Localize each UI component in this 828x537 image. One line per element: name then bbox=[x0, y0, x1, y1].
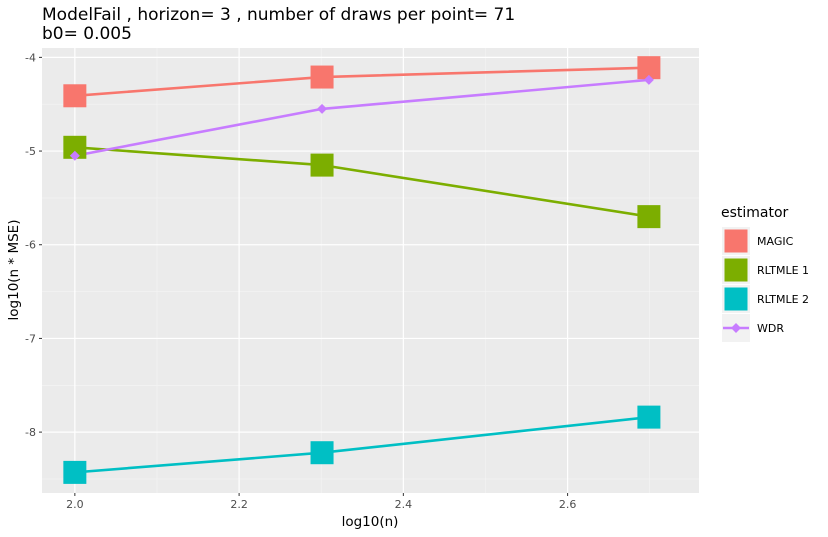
data-point-rltmle-1 bbox=[63, 135, 87, 159]
data-point-magic bbox=[637, 56, 661, 80]
legend-marker-wdr bbox=[731, 323, 741, 333]
x-tick-label: 2.0 bbox=[66, 498, 84, 511]
x-tick-label: 2.2 bbox=[230, 498, 248, 511]
data-point-wdr bbox=[643, 74, 654, 85]
x-tick-label: 2.6 bbox=[559, 498, 577, 511]
chart-subtitle: b0= 0.005 bbox=[42, 24, 132, 44]
legend-marker-magic bbox=[724, 229, 748, 253]
legend-label-rltmle-1: RLTMLE 1 bbox=[757, 264, 809, 277]
legend-marker-rltmle-2 bbox=[724, 287, 748, 311]
y-axis-title: log10(n * MSE) bbox=[6, 220, 22, 321]
x-axis-title: log10(n) bbox=[342, 514, 399, 530]
legend-marker-rltmle-1 bbox=[724, 258, 748, 282]
axes: -8 -7 -6 -5 -4 2.0 2.2 2.4 2.6 bbox=[25, 51, 576, 511]
data-point-magic bbox=[63, 84, 87, 108]
data-point-rltmle-2 bbox=[310, 441, 334, 465]
data-point-rltmle-2 bbox=[637, 405, 661, 429]
data-point-rltmle-1 bbox=[637, 205, 661, 229]
data-point-wdr bbox=[69, 150, 80, 161]
y-tick-label: -7 bbox=[25, 332, 36, 345]
legend-title: estimator bbox=[721, 205, 789, 221]
series-points bbox=[63, 56, 661, 484]
data-point-wdr bbox=[317, 103, 328, 114]
x-tick-label: 2.4 bbox=[395, 498, 413, 511]
data-point-rltmle-1 bbox=[310, 153, 334, 177]
legend: estimator MAGIC RLTMLE 1 RLTMLE 2 WDR bbox=[721, 205, 809, 342]
legend-label-wdr: WDR bbox=[757, 322, 784, 335]
data-point-rltmle-2 bbox=[63, 460, 87, 484]
data-point-magic bbox=[310, 65, 334, 89]
y-tick-label: -8 bbox=[25, 426, 36, 439]
plot-panel bbox=[42, 48, 699, 493]
y-tick-label: -5 bbox=[25, 145, 36, 158]
grid-lines bbox=[42, 48, 699, 493]
y-tick-label: -4 bbox=[25, 51, 36, 64]
legend-label-rltmle-2: RLTMLE 2 bbox=[757, 293, 809, 306]
chart-title: ModelFail , horizon= 3 , number of draws… bbox=[42, 5, 515, 25]
y-tick-label: -6 bbox=[25, 239, 36, 252]
legend-label-magic: MAGIC bbox=[757, 235, 794, 248]
